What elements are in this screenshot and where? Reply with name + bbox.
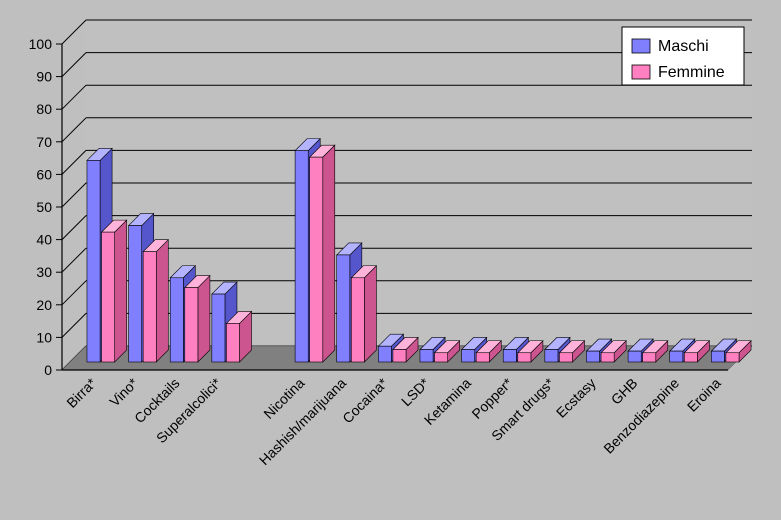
legend-swatch [632,65,650,79]
svg-text:20: 20 [36,297,52,313]
legend-label: Maschi [658,38,709,55]
legend-label: Femmine [658,64,725,81]
svg-text:60: 60 [36,166,52,182]
svg-text:70: 70 [36,134,52,150]
bar-femmine-1 [143,240,168,362]
svg-text:30: 30 [36,264,52,280]
bar-femmine-6 [351,266,376,362]
svg-text:80: 80 [36,101,52,117]
svg-text:40: 40 [36,232,52,248]
svg-text:100: 100 [29,36,53,52]
svg-text:90: 90 [36,69,52,85]
bar-femmine-5 [310,145,335,362]
bar-femmine-0 [102,220,127,362]
legend: Maschi Femmine [622,27,744,85]
svg-text:0: 0 [44,362,52,378]
bar-femmine-2 [185,276,210,362]
svg-text:10: 10 [36,329,52,345]
substance-use-chart: 0102030405060708090100Birra*Vino*Cocktai… [0,0,781,520]
legend-swatch [632,39,650,53]
svg-text:50: 50 [36,199,52,215]
